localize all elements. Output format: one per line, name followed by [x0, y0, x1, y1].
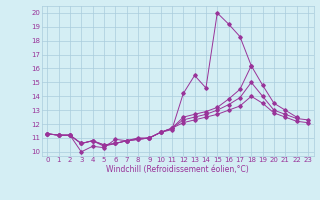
X-axis label: Windchill (Refroidissement éolien,°C): Windchill (Refroidissement éolien,°C)	[106, 165, 249, 174]
